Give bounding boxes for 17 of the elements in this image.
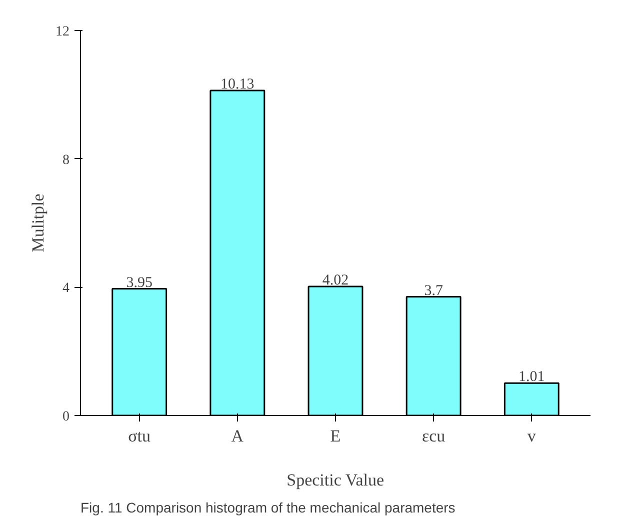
x-tick-label: E [330,426,341,446]
y-tick-label: 12 [56,24,70,40]
data-label: 3.95 [126,274,152,291]
data-label: 4.02 [322,272,349,289]
x-tick-label: v [527,426,536,446]
data-label: 1.01 [518,369,545,386]
y-tick-label: 4 [62,281,70,296]
y-axis-title: Mulitple [28,194,48,252]
x-tick-label: εcu [422,426,446,446]
caption: Fig. 11 Comparison histogram of the mechanical parameters [80,500,456,516]
x-tick-label: A [231,426,244,446]
x-tick-label: σtu [128,426,152,446]
y-tick-label: 0 [62,410,70,424]
data-label: 3.7 [424,282,444,299]
x-axis-title: Specitic Value [286,470,384,490]
data-label: 10.13 [220,76,254,92]
y-tick-label: 8 [62,152,70,168]
